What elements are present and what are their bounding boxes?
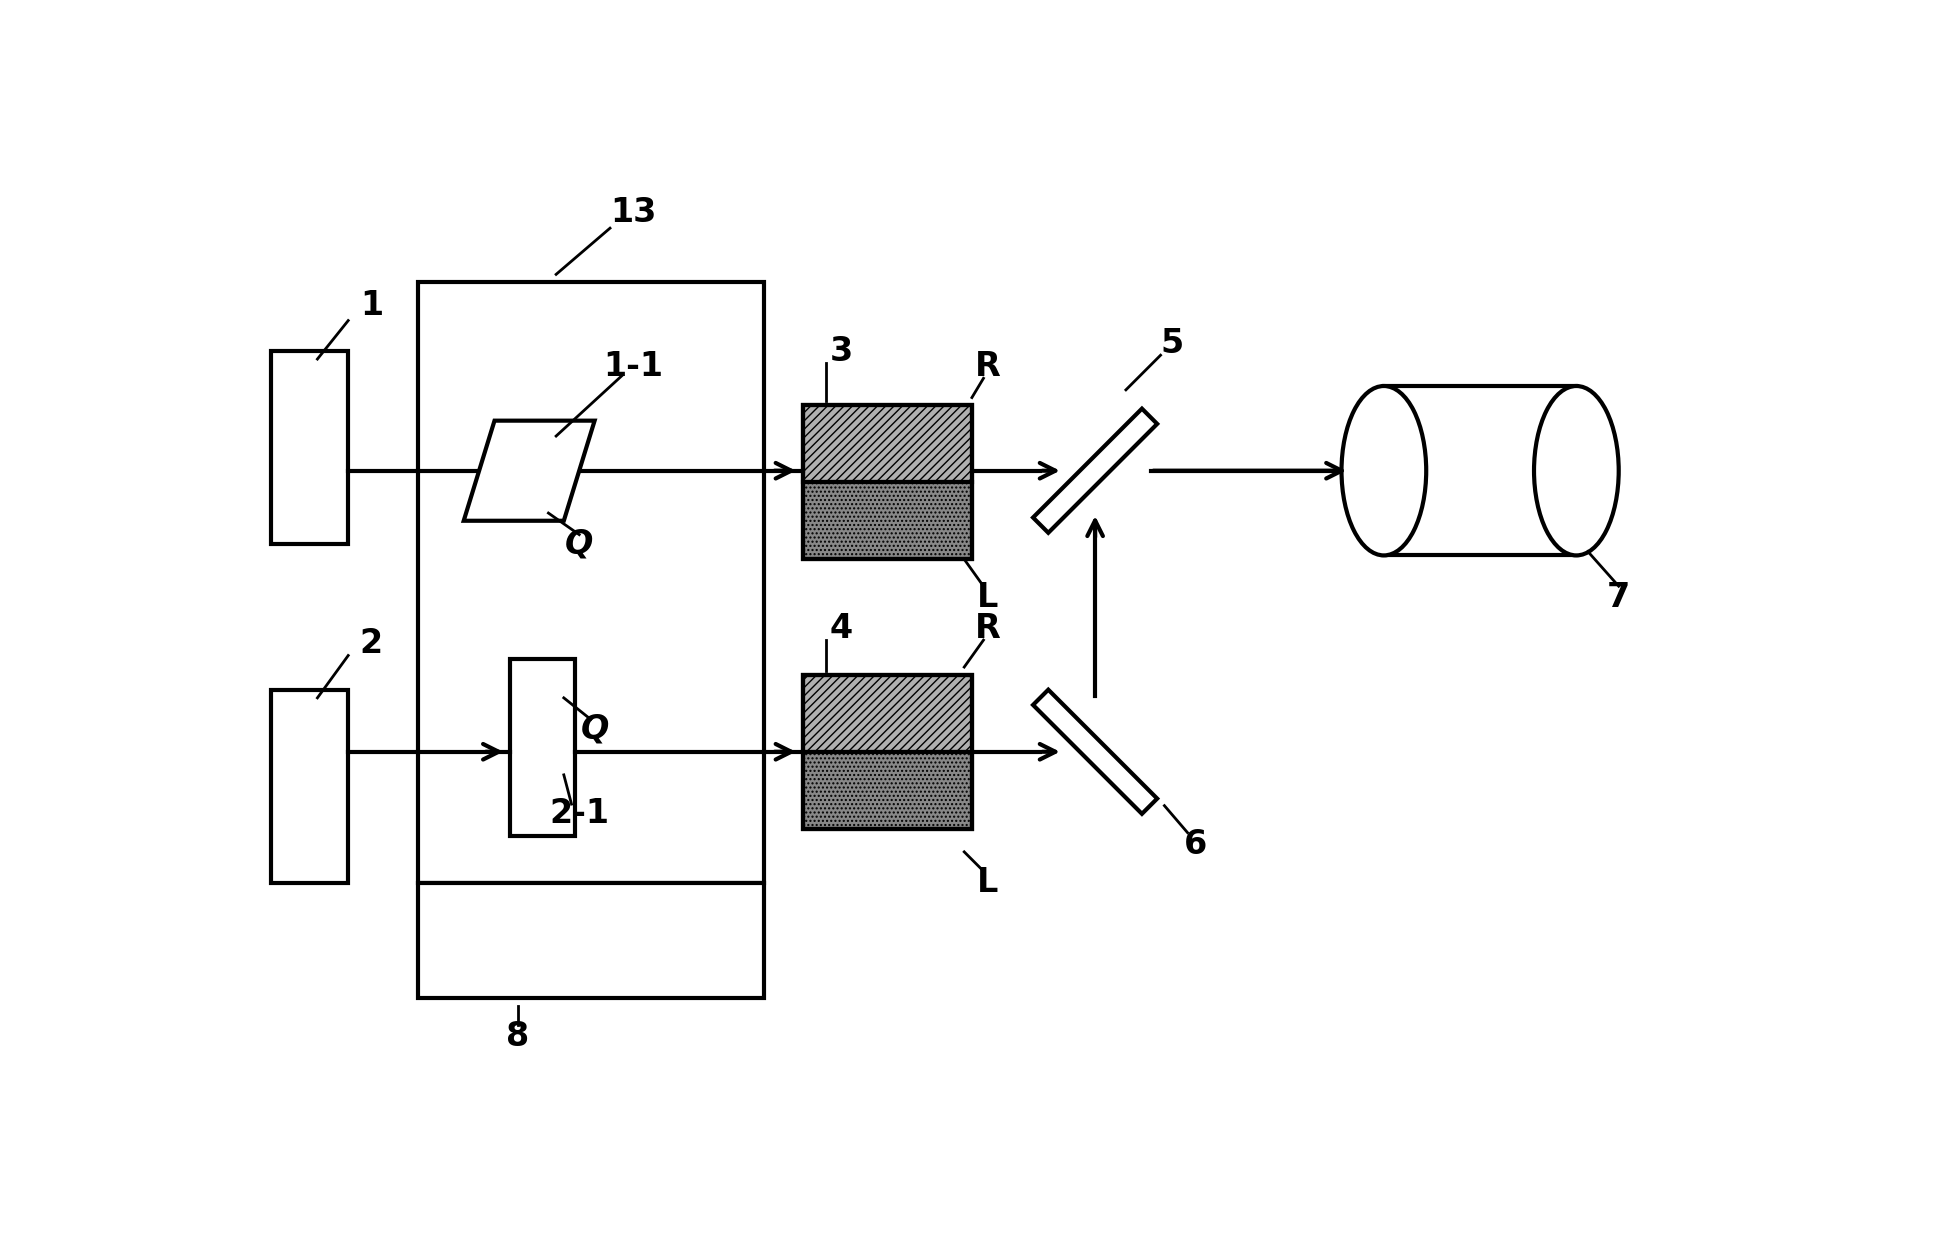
Text: 1-1: 1-1 (603, 350, 664, 384)
Bar (802, 675, 971, 829)
Ellipse shape (1341, 386, 1426, 555)
Bar (802, 675, 971, 752)
Bar (1384, 386, 1576, 555)
Text: 2-1: 2-1 (549, 797, 609, 829)
Text: R: R (975, 350, 1000, 384)
Bar (418, 882, 765, 998)
Polygon shape (463, 421, 595, 521)
Bar (802, 482, 971, 559)
Text: 7: 7 (1607, 581, 1631, 615)
Text: 2: 2 (360, 627, 383, 660)
Text: Q: Q (580, 712, 609, 745)
Text: R: R (975, 612, 1000, 645)
Text: Q: Q (564, 527, 594, 560)
Ellipse shape (1533, 386, 1619, 555)
Polygon shape (1033, 690, 1158, 814)
Bar (270, 352, 348, 544)
Text: 3: 3 (829, 334, 852, 368)
Bar (802, 405, 971, 559)
Text: 1: 1 (360, 289, 383, 322)
Bar (802, 752, 971, 829)
Bar (802, 405, 971, 482)
Text: L: L (977, 581, 998, 615)
Bar (510, 659, 576, 837)
Text: 5: 5 (1160, 327, 1183, 360)
Text: 8: 8 (506, 1021, 529, 1053)
Text: 13: 13 (609, 196, 656, 230)
Text: 4: 4 (829, 612, 852, 645)
Polygon shape (1033, 408, 1158, 533)
Text: L: L (977, 866, 998, 900)
Text: 6: 6 (1183, 828, 1207, 860)
Bar (270, 690, 348, 882)
Bar (418, 283, 765, 882)
